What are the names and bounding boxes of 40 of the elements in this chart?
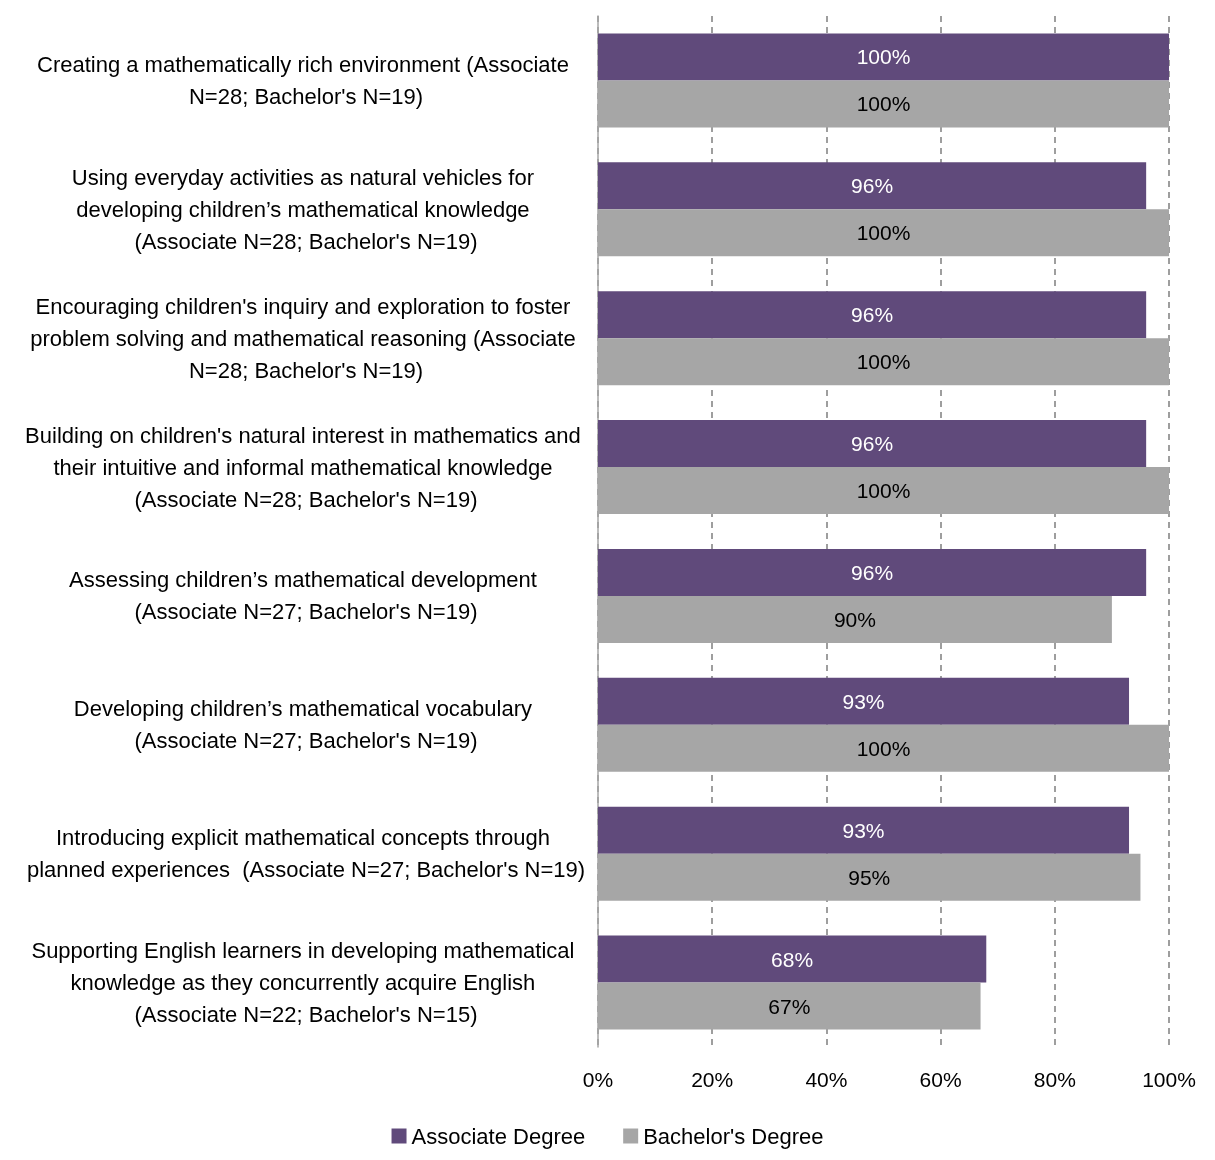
y-tick-label: Supporting English learners in developing mathematical knowledge as they concurrently acquire English (Associate N=22; Bachelor's N=15) [31, 938, 581, 1028]
y-tick-label: Creating a mathematically rich environment (Associate N=28; Bachelor's N=19) [36, 51, 576, 109]
data-label: 100% [856, 45, 911, 69]
x-tick-label: 80% [1033, 1068, 1076, 1091]
y-tick-label: Developing children’s mathematical vocabulary (Associate N=27; Bachelor's N=19) [73, 696, 539, 754]
bar [598, 935, 987, 983]
bar [598, 806, 1130, 854]
data-label: 93% [842, 818, 885, 842]
bar [598, 420, 1147, 468]
x-tick-label: 20% [691, 1068, 734, 1091]
data-label: 100% [856, 350, 911, 374]
data-label: 100% [856, 736, 911, 760]
y-tick-label: Building on children's natural interest in mathematics and their intuitive and informal mathematical knowledge (Associate N=28; Bachelor's N=19) [25, 422, 587, 512]
data-label: 67% [768, 994, 811, 1018]
y-tick-label: Encouraging children's inquiry and exploration to foster problem solving and mathematical reasoning (Associate N=28; Bachelor's N=19) [30, 293, 582, 383]
x-tick-label: 100% [1142, 1068, 1196, 1091]
x-tick-label: 60% [919, 1068, 962, 1091]
bar [598, 291, 1147, 339]
data-label: 96% [851, 174, 894, 198]
data-label: 95% [848, 865, 891, 889]
y-tick-label: Assessing children’s mathematical development (Associate N=27; Bachelor's N=19) [68, 567, 544, 625]
data-label: 96% [851, 432, 894, 456]
data-label: 68% [771, 947, 814, 971]
bar [598, 33, 1169, 81]
bar [598, 677, 1130, 725]
data-label: 96% [851, 560, 894, 584]
data-label: 96% [851, 303, 894, 327]
y-tick-label: Using everyday activities as natural vehicles for developing children’s mathematical knowledge (Associate N=28; Bachelor's N=19) [71, 164, 541, 254]
data-label: 93% [842, 689, 885, 713]
data-label: 100% [856, 221, 911, 245]
x-tick-label: 0% [582, 1068, 614, 1091]
bar [598, 162, 1147, 210]
bar [598, 548, 1147, 596]
data-label: 100% [856, 479, 911, 503]
data-label: 90% [833, 607, 876, 631]
data-label: 100% [856, 92, 911, 116]
legend-label: Bachelor's Degree [643, 1123, 824, 1149]
y-tick-label: Introducing explicit mathematical concepts through planned experiences (Associate N=27; Bachelor's N=19) [26, 825, 586, 883]
legend-label: Associate Degree [411, 1123, 586, 1149]
x-tick-label: 40% [805, 1068, 848, 1091]
